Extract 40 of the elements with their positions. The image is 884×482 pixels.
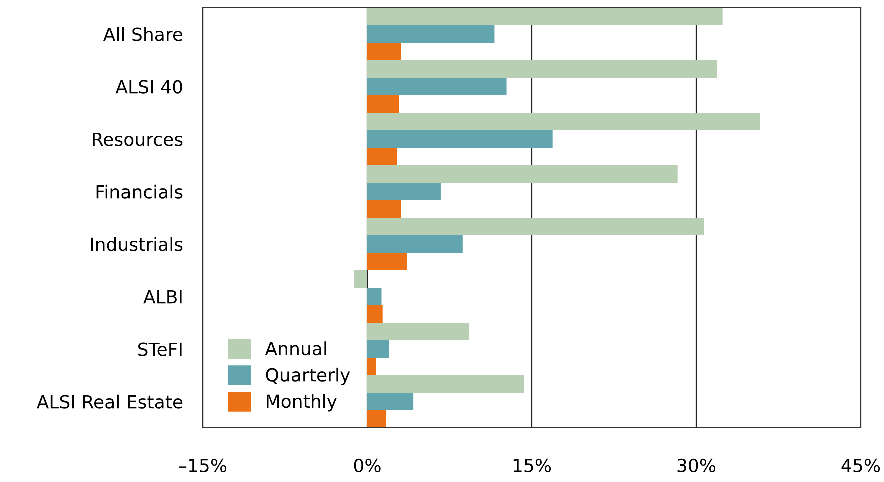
bar <box>368 130 553 148</box>
y-tick-label: Resources <box>93 132 183 146</box>
bar <box>368 8 723 26</box>
bar <box>368 148 398 166</box>
x-tick-label: 0% <box>354 458 381 473</box>
x-tick-label: 15% <box>514 458 552 473</box>
bar <box>368 236 463 253</box>
x-tick-label: –15% <box>179 458 227 473</box>
x-tick-label: 45% <box>842 458 880 473</box>
legend-label: Monthly <box>267 394 337 412</box>
bar <box>368 288 382 306</box>
bar <box>368 166 678 183</box>
y-tick-label: ALSI Real Estate <box>36 394 183 409</box>
bar <box>368 376 524 393</box>
bar <box>368 60 718 78</box>
bar <box>368 200 402 218</box>
y-tick-label: All Share <box>103 27 183 42</box>
bar <box>368 306 383 323</box>
bar <box>368 78 507 96</box>
y-tick-label: ALSI 40 <box>116 80 182 94</box>
y-tick-label: Industrials <box>91 237 183 252</box>
y-tick-label: ALBI <box>144 290 182 304</box>
bar <box>368 218 704 236</box>
y-tick-label: STeFI <box>138 342 182 356</box>
legend-label: Quarterly <box>266 368 350 386</box>
bar <box>368 323 470 340</box>
bar <box>368 43 402 60</box>
bar <box>368 183 441 200</box>
y-tick-label: Financials <box>96 184 183 199</box>
bar <box>368 340 390 358</box>
bar <box>354 270 368 288</box>
bar <box>368 410 386 428</box>
x-tick-label: 30% <box>678 458 716 473</box>
legend-label: Annual <box>265 342 326 356</box>
bar <box>368 253 407 270</box>
bar <box>368 96 400 113</box>
bar <box>368 26 495 43</box>
bar <box>368 113 760 130</box>
bar <box>368 393 414 410</box>
bar <box>368 358 376 376</box>
